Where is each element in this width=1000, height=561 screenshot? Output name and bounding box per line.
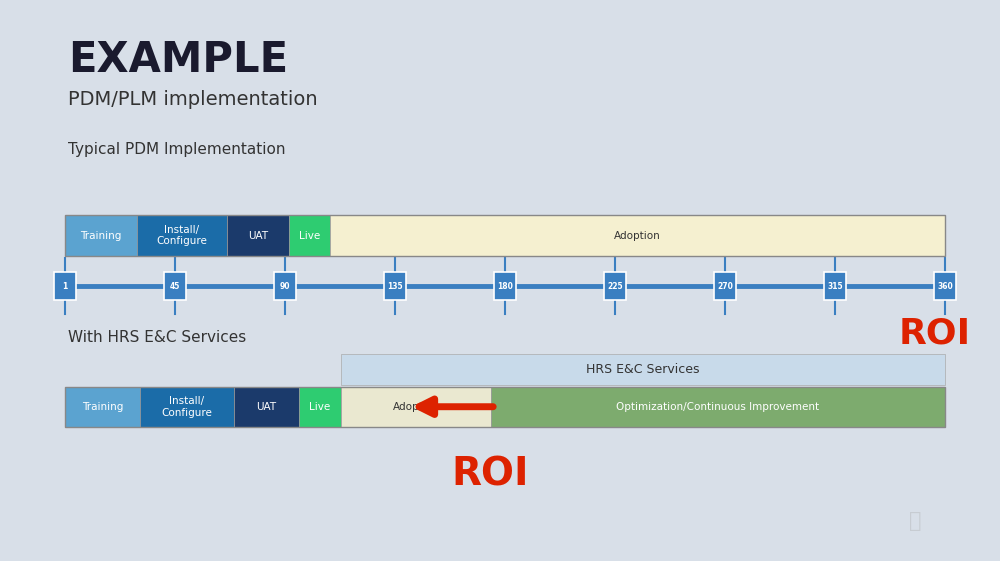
Text: 90: 90: [280, 282, 290, 291]
FancyBboxPatch shape: [824, 272, 846, 300]
Text: UAT: UAT: [256, 402, 276, 412]
Text: 270: 270: [717, 282, 733, 291]
Text: Optimization/Continuous Improvement: Optimization/Continuous Improvement: [616, 402, 820, 412]
FancyBboxPatch shape: [341, 387, 491, 427]
FancyBboxPatch shape: [299, 387, 341, 427]
FancyBboxPatch shape: [289, 215, 330, 256]
FancyBboxPatch shape: [714, 272, 736, 300]
Text: Adoption: Adoption: [393, 402, 439, 412]
Text: 🦅: 🦅: [909, 511, 921, 531]
FancyBboxPatch shape: [330, 215, 945, 256]
Text: PDM/PLM implementation: PDM/PLM implementation: [68, 90, 318, 109]
FancyBboxPatch shape: [137, 215, 227, 256]
Text: Training: Training: [82, 402, 123, 412]
Text: 225: 225: [607, 282, 623, 291]
Text: Adoption: Adoption: [614, 231, 661, 241]
Text: 135: 135: [387, 282, 403, 291]
FancyBboxPatch shape: [234, 387, 299, 427]
Text: Live: Live: [299, 231, 320, 241]
FancyBboxPatch shape: [384, 272, 406, 300]
FancyBboxPatch shape: [164, 272, 186, 300]
FancyBboxPatch shape: [65, 215, 137, 256]
FancyBboxPatch shape: [934, 272, 956, 300]
Text: EXAMPLE: EXAMPLE: [68, 39, 288, 81]
Text: ROI: ROI: [899, 317, 971, 351]
Text: ROI: ROI: [451, 455, 529, 493]
Text: Training: Training: [80, 231, 122, 241]
Text: Live: Live: [309, 402, 331, 412]
FancyBboxPatch shape: [604, 272, 626, 300]
Text: HRS E&C Services: HRS E&C Services: [586, 363, 700, 376]
Text: 315: 315: [827, 282, 843, 291]
Text: With HRS E&C Services: With HRS E&C Services: [68, 330, 246, 345]
FancyBboxPatch shape: [494, 272, 516, 300]
FancyBboxPatch shape: [140, 387, 234, 427]
FancyBboxPatch shape: [65, 387, 140, 427]
Text: 1: 1: [62, 282, 68, 291]
Text: 360: 360: [937, 282, 953, 291]
Text: 45: 45: [170, 282, 180, 291]
FancyBboxPatch shape: [274, 272, 296, 300]
FancyBboxPatch shape: [54, 272, 76, 300]
FancyBboxPatch shape: [491, 387, 945, 427]
FancyBboxPatch shape: [227, 215, 289, 256]
Text: UAT: UAT: [248, 231, 268, 241]
Text: Install/
Configure: Install/ Configure: [156, 225, 207, 246]
Text: Install/
Configure: Install/ Configure: [161, 396, 212, 417]
Text: Typical PDM Implementation: Typical PDM Implementation: [68, 142, 286, 157]
FancyBboxPatch shape: [341, 354, 945, 385]
Text: 180: 180: [497, 282, 513, 291]
